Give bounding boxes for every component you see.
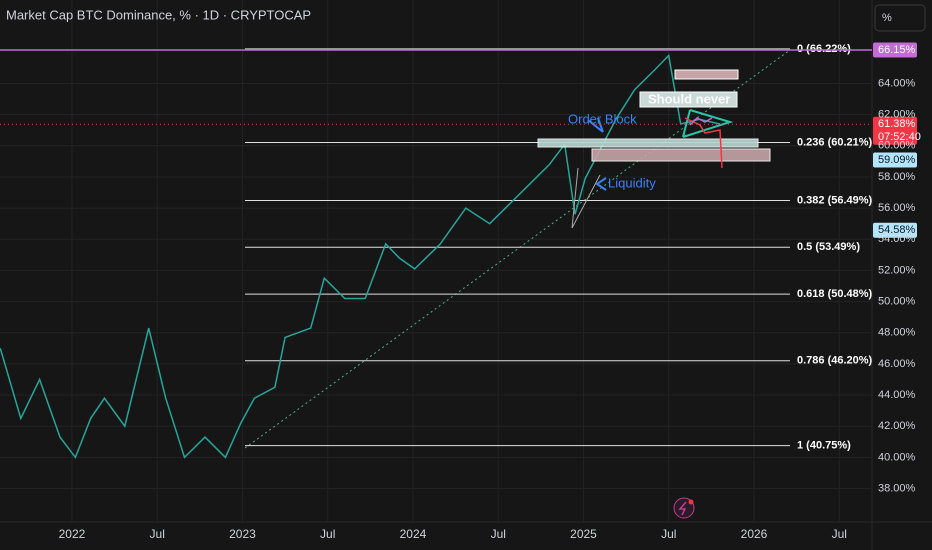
price-tag bbox=[873, 152, 917, 168]
x-tick-label: 2022 bbox=[59, 527, 86, 541]
triangle bbox=[682, 109, 734, 138]
projection-path bbox=[689, 117, 713, 126]
projection-arrow bbox=[684, 117, 723, 169]
x-tick-label: Jul bbox=[150, 527, 165, 541]
x-tick-label: 2024 bbox=[400, 527, 427, 541]
fib-label: 0.382 (56.49%) bbox=[797, 194, 873, 206]
box bbox=[674, 69, 739, 80]
price-tag-label: 59.09% bbox=[878, 154, 916, 166]
scale-button[interactable] bbox=[874, 4, 926, 32]
countdown: 07:52:40 bbox=[878, 131, 921, 143]
price-tag bbox=[873, 222, 917, 238]
chart-title: Market Cap BTC Dominance, % · 1D · CRYPT… bbox=[6, 7, 311, 22]
price-tag-label: 66.15% bbox=[878, 44, 916, 56]
y-tick-label: 54.00% bbox=[878, 233, 916, 245]
y-tick-label: 42.00% bbox=[878, 420, 916, 432]
annotation: Should never bbox=[648, 91, 730, 106]
x-tick-label: Jul bbox=[661, 527, 676, 541]
fib-label: 0.236 (60.21%) bbox=[797, 136, 873, 148]
scale-button-label[interactable]: % bbox=[882, 12, 892, 24]
price-tag bbox=[873, 42, 917, 58]
y-tick-label: 50.00% bbox=[878, 295, 916, 307]
x-tick-label: Jul bbox=[491, 527, 506, 541]
y-tick-label: 56.00% bbox=[878, 202, 916, 214]
fib-label: 0.618 (50.48%) bbox=[797, 288, 873, 300]
annotation: Order Block bbox=[568, 111, 637, 126]
y-tick-label: 48.00% bbox=[878, 327, 916, 339]
y-tick-label: 46.00% bbox=[878, 358, 916, 370]
price-tag-label: 61.38% bbox=[878, 118, 916, 130]
price-tag bbox=[873, 116, 917, 145]
fib-label: 1 (40.75%) bbox=[797, 440, 851, 452]
fib-retracement: 0 (66.22%) 0.236 (60.21%) 0.382 (56.49%) 0.… bbox=[245, 43, 873, 452]
box bbox=[537, 138, 759, 148]
y-tick-label: 52.00% bbox=[878, 264, 916, 276]
y-tick-label: 62.00% bbox=[878, 109, 916, 121]
box bbox=[639, 91, 738, 108]
fib-label: 0 (66.22%) bbox=[797, 43, 851, 55]
wedge bbox=[571, 167, 601, 229]
arrow bbox=[587, 117, 604, 133]
x-tick-label: 2026 bbox=[741, 527, 768, 541]
fib-label: 0.786 (46.20%) bbox=[797, 355, 873, 367]
price-tags: 66.15% 61.38%07:52:40 59.09% 54.58% bbox=[0, 42, 921, 238]
y-tick-label: 60.00% bbox=[878, 140, 916, 152]
y-tick-label: 58.00% bbox=[878, 171, 916, 183]
annotation: Liquidity bbox=[608, 175, 656, 190]
price-tag-label: 54.58% bbox=[878, 224, 916, 236]
y-tick-label: 44.00% bbox=[878, 389, 916, 401]
axes: 38.00% 40.00% 42.00% 44.00% 46.00% 48.00% 50.0… bbox=[59, 77, 916, 541]
arrow bbox=[595, 177, 607, 191]
y-tick-label: 40.00% bbox=[878, 451, 916, 463]
x-tick-label: 2025 bbox=[570, 527, 597, 541]
notification-dot bbox=[688, 499, 694, 505]
y-tick-label: 64.00% bbox=[878, 77, 916, 89]
box bbox=[591, 148, 771, 162]
x-tick-label: 2023 bbox=[229, 527, 256, 541]
y-tick-label: 38.00% bbox=[878, 482, 916, 494]
x-tick-label: Jul bbox=[320, 527, 335, 541]
x-tick-label: Jul bbox=[832, 527, 847, 541]
lightning-glyph bbox=[678, 501, 687, 516]
drawings: Order Block Should never Liquidity bbox=[537, 69, 771, 229]
fib-label: 0.5 (53.49%) bbox=[797, 241, 860, 253]
